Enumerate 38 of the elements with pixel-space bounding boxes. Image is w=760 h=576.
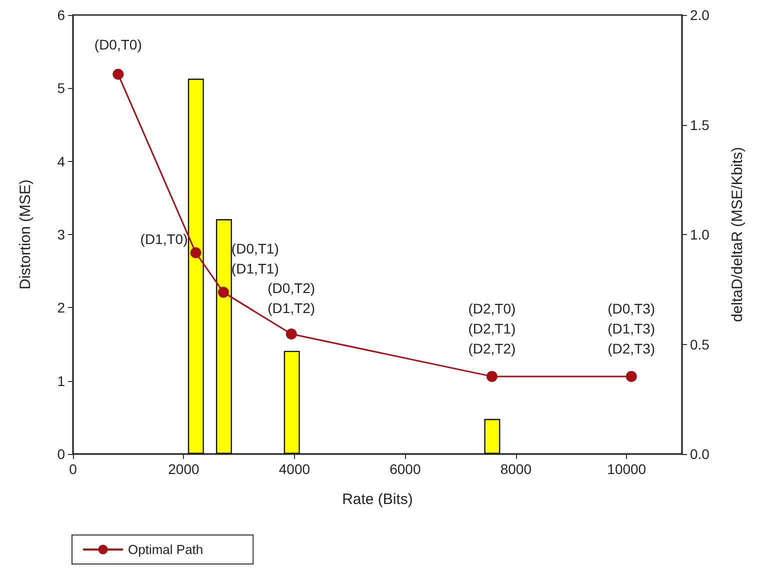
legend-label: Optimal Path	[128, 542, 204, 557]
y2-tick-label: 0.5	[690, 336, 710, 352]
x-tick-label: 6000	[390, 461, 421, 477]
point	[486, 370, 498, 382]
x-tick-label: 2000	[168, 461, 200, 477]
x-tick-label: 4000	[278, 461, 310, 477]
annotation: (D0,T1) (D1,T1)	[231, 240, 279, 276]
point	[218, 286, 229, 298]
y2-tick-label: 1.0	[690, 226, 710, 242]
bar	[188, 78, 204, 454]
x-axis-title: Rate (Bits)	[342, 491, 413, 508]
y-tick-label: 3	[57, 226, 66, 242]
y2-tick-label: 0.0	[690, 446, 710, 462]
x-tick-label: 10000	[607, 461, 646, 477]
annotation: (D0,T0)	[94, 36, 142, 52]
y2-tick-label: 2.0	[690, 7, 710, 23]
point	[190, 247, 202, 258]
annotation: (D2,T0) (D2,T1) (D2,T2)	[468, 300, 516, 356]
point	[112, 68, 124, 80]
y-tick-label: 6	[57, 7, 66, 23]
y2-tick-label: 1.5	[690, 116, 710, 133]
annotation: (D0,T2) (D1,T2)	[268, 280, 316, 316]
y2-axis-title: deltaD/deltaR (MSE/Kbits)	[729, 146, 746, 322]
x-tick-label: 0	[69, 461, 78, 477]
bar	[216, 219, 232, 454]
y-tick-label: 2	[57, 300, 66, 316]
y-tick-label: 4	[57, 153, 66, 170]
y-axis-title: Distortion (MSE)	[17, 179, 34, 290]
bar	[284, 350, 300, 454]
x-tick-label: 8000	[500, 461, 532, 477]
point	[286, 328, 297, 340]
point	[626, 370, 637, 382]
y-tick-label: 5	[57, 80, 66, 96]
y-tick-label: 0	[57, 446, 66, 462]
bar	[484, 418, 500, 454]
y-tick-label: 1	[57, 372, 66, 389]
annotation: (D0,T3) (D1,T3) (D2,T3)	[608, 300, 656, 356]
annotation: (D1,T0)	[140, 230, 188, 247]
